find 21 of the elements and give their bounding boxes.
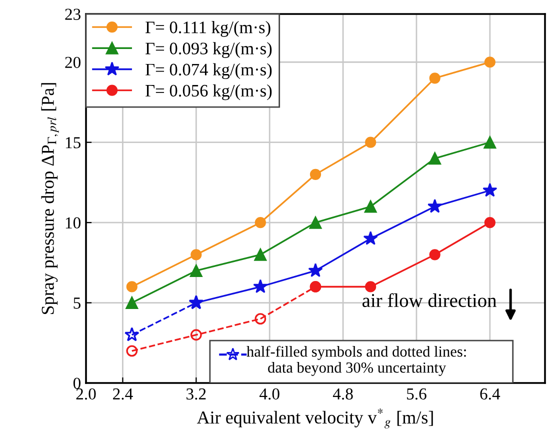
- x-tick-label: 2.4: [113, 388, 133, 400]
- x-axis-title: Air equivalent velocity v$^{*}$$_{g}$ [m/s]: [196, 408, 433, 428]
- legend-label: Γ= 0.074 kg/(m·s): [146, 63, 272, 80]
- y-tick-label: 20: [65, 56, 81, 68]
- x-tick-label: 6.4: [480, 388, 500, 400]
- annotation: air flow direction: [362, 293, 497, 308]
- legend-label: Γ= 0.056 kg/(m·s): [146, 84, 272, 100]
- y-tick-label: 15: [66, 137, 80, 148]
- y-tick-label: 10: [66, 217, 81, 229]
- x-tick-label: 5.6: [407, 388, 426, 400]
- x-tick-label: 3.2: [186, 388, 206, 400]
- x-tick-label: 4.8: [332, 388, 353, 400]
- x-tick-label: 4.0: [260, 388, 280, 400]
- y-tick-label: 23: [65, 8, 80, 20]
- y-axis-title: Spray pressure drop ΔP$_{Γ,prl}$ [Pa]: [41, 83, 59, 314]
- annotation: half-filled symbols and dotted lines: data beyond 30% uncertainty: [246, 346, 466, 376]
- x-tick-label: 2.0: [76, 388, 96, 400]
- legend-label: Γ= 0.093 kg/(m·s): [146, 42, 272, 58]
- y-tick-label: 0: [73, 378, 81, 389]
- y-tick-label: 5: [74, 298, 80, 309]
- legend-label: Γ= 0.111 kg/(m·s): [146, 21, 270, 37]
